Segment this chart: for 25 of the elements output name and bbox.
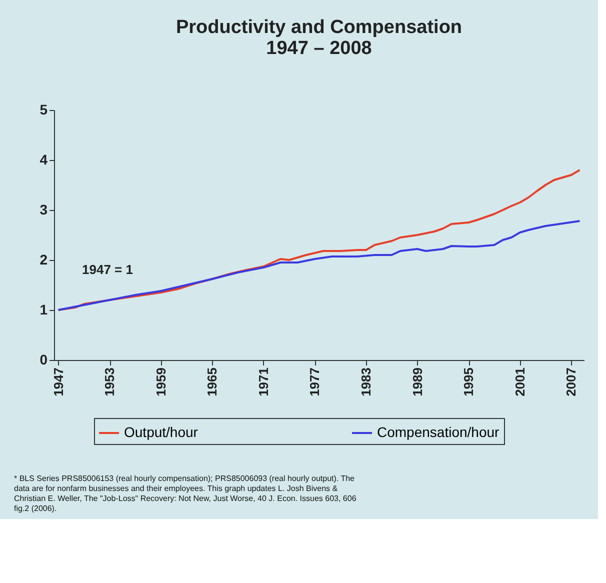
- y-tick-label: 2: [40, 252, 48, 268]
- x-tick-label: 1959: [153, 368, 168, 396]
- annotation: 1947 = 1: [82, 262, 133, 277]
- x-tick-label: 1947: [50, 368, 66, 396]
- x-tick-label: 1983: [358, 368, 374, 396]
- text: * BLS Series PRS85006153 (real hourly compensation); PRS85006093 (real hourly output). The data are for nonfarm businesses and their employees. This graph updates L. Josh Bivens & Christian E. Weller, The "Job-Loss" Recovery: Not New, Just Worse, 40 J. Econ. Issues 603, 606 fig.2 (2006).: [14, 474, 357, 513]
- y-tick-label: 4: [40, 152, 48, 168]
- text: 1947 – 2008: [266, 38, 372, 59]
- x-tick-label: 1977: [307, 368, 322, 396]
- line-series: [57, 220, 581, 311]
- x-tick-label: 1995: [461, 368, 476, 396]
- y-tick-label: 0: [40, 352, 48, 368]
- y-tick-label: 1: [40, 302, 48, 318]
- x-tick-label: 2001: [512, 368, 528, 396]
- y-tick-label: 3: [40, 202, 48, 218]
- x-tick-label: 1971: [256, 368, 271, 396]
- y-tick-label: 5: [40, 102, 48, 118]
- x-tick-label: 1953: [102, 368, 118, 396]
- legend-label: Output/hour: [124, 424, 198, 440]
- x-tick-label: 1989: [410, 368, 425, 396]
- line-series: [57, 169, 581, 311]
- legend-label: Compensation/hour: [377, 424, 500, 440]
- text: Productivity and Compensation: [176, 17, 462, 38]
- x-tick-label: 1965: [204, 368, 220, 396]
- x-tick-label: 2007: [564, 368, 579, 396]
